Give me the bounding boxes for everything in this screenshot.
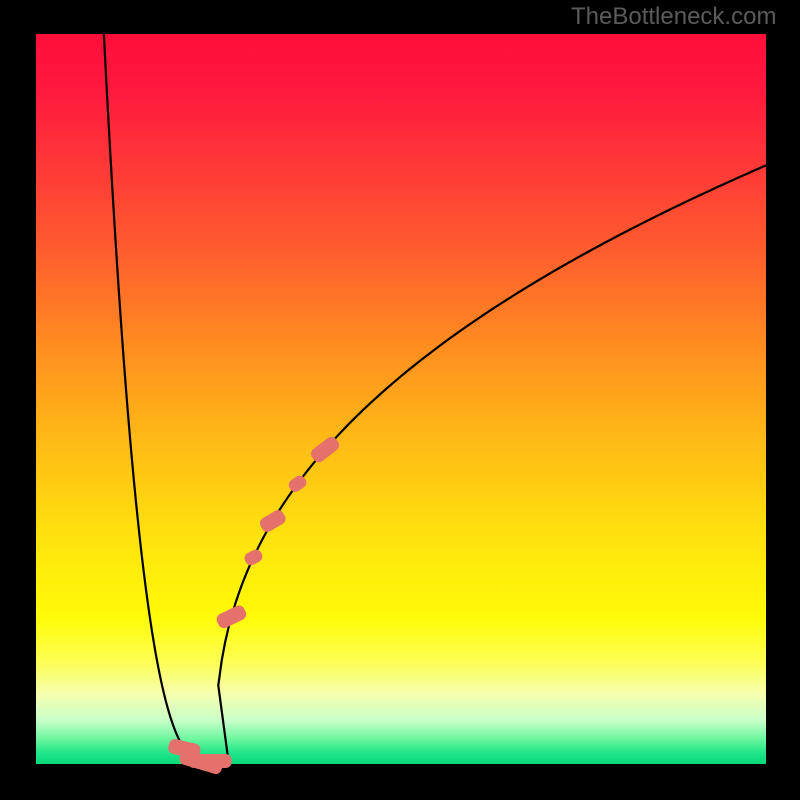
plot-background (36, 34, 766, 764)
watermark-text: TheBottleneck.com (571, 3, 776, 31)
chart-svg (0, 0, 800, 800)
chart-root: TheBottleneck.com (0, 0, 800, 800)
curve-marker (204, 754, 232, 768)
